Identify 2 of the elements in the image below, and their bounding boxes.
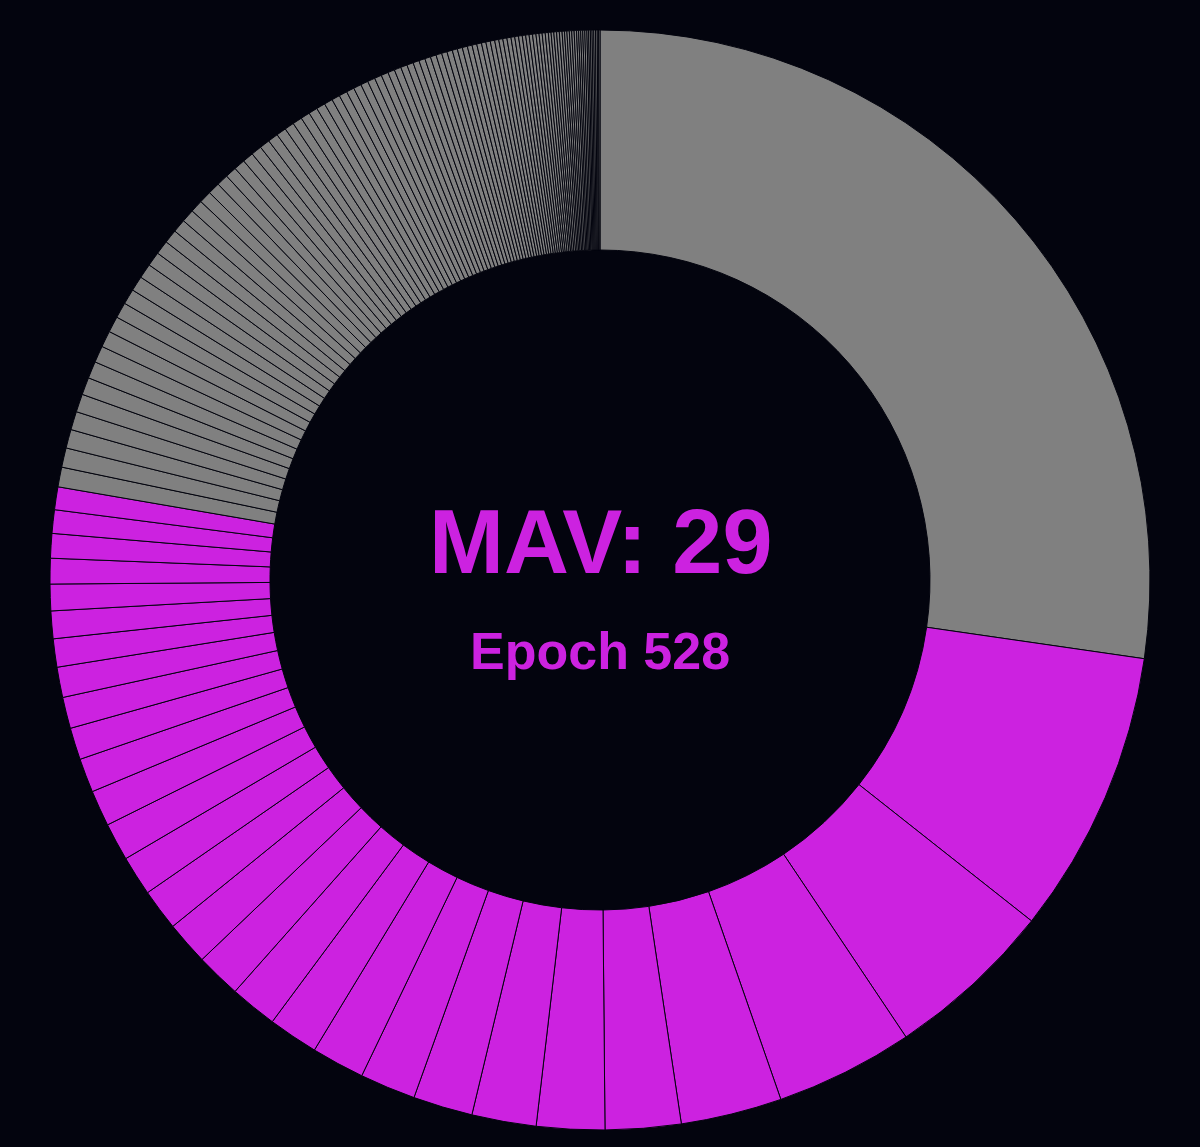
text: MAV: 29: [429, 492, 773, 592]
text: Epoch 528: [470, 622, 731, 680]
